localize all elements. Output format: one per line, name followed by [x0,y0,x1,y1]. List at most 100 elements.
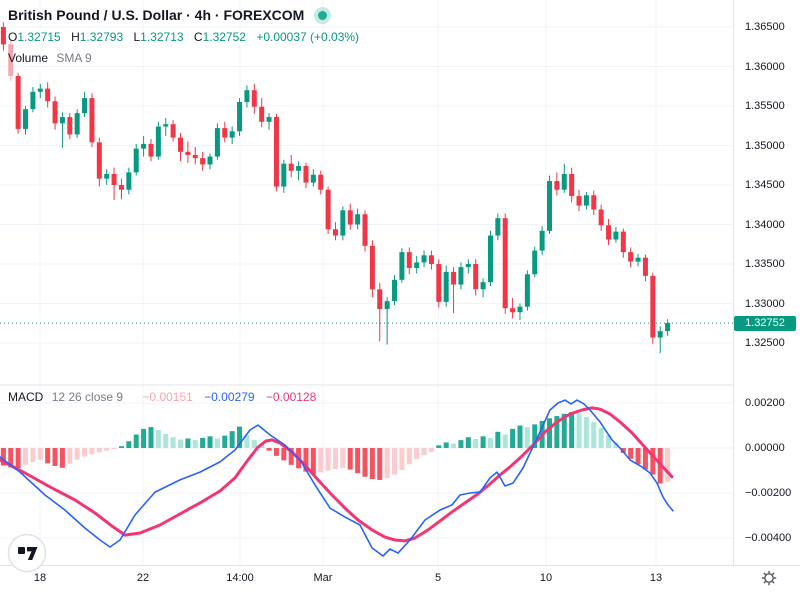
macd-hist-bar [480,436,486,448]
candle-body [266,117,272,122]
tradingview-logo[interactable] [7,533,47,573]
macd-hist-bar [237,426,243,448]
macd-hist-bar [465,437,471,448]
macd-hist-bar [67,448,73,464]
macd-hist-bar [591,422,597,448]
macd-hist-bar [561,413,567,448]
candle-body [133,148,139,173]
macd-hist-bar [133,434,139,448]
time-tick-label: Mar [313,572,333,584]
macd-hist-bar [406,448,412,465]
macd-hist-bar [458,440,464,448]
candle-body [561,173,567,190]
macd-hist-bar [288,448,294,465]
macd-hist-bar [576,413,582,448]
candle-body [443,271,449,302]
candle-body [310,174,316,183]
candle-body [273,117,279,187]
macd-hist-bar [473,439,479,448]
candle-body [259,106,265,122]
candle-body [642,257,648,276]
price-tick-label: 1.36500 [745,21,785,33]
candle-body [104,173,110,179]
macd-hist-bar [606,434,612,448]
macd-hist-bar [347,448,353,470]
macd-hist-bar [524,427,530,448]
candle-body [229,131,235,138]
candle-body [377,289,383,310]
macd-hist-bar [355,448,361,474]
macd-hist-bar [281,448,287,461]
candle-body [458,267,464,285]
candle-body [480,282,486,290]
macd-main-line [0,399,674,557]
price-tick-label: 1.33500 [745,258,785,270]
candle-body [532,250,538,275]
macd-hist-bar [96,448,102,453]
price-tick-label: 1.34000 [745,218,785,231]
macd-hist-bar [613,442,619,448]
macd-hist-bar [443,442,449,448]
candle-body [222,128,228,138]
time-tick-label: 22 [136,572,150,584]
candle-body [0,27,6,45]
macd-hist-bar [598,427,604,448]
candle-body [451,271,457,285]
macd-hist-bar [362,448,368,477]
macd-hist-bar [517,425,523,448]
macd-signal-line [0,406,674,543]
candle-body [473,264,479,290]
macd-hist-bar [310,448,316,475]
candle-body [163,124,169,127]
candle-body [554,181,560,190]
price-tick-label: 1.35000 [745,139,785,152]
candle-body [628,252,634,262]
candle-body [37,88,43,92]
macd-hist-bar [207,436,213,448]
candlestick-series [0,22,671,354]
candle-body [369,245,375,290]
time-axis[interactable]: 18 22 14:00 Mar 5 10 13 [0,565,800,600]
macd-tick-label: −0.00200 [745,487,792,499]
macd-hist-bar [532,424,538,448]
macd-hist-bar [229,431,235,448]
macd-hist-bar [82,448,88,457]
price-axis[interactable]: 1.36500 1.36000 1.35500 1.35000 1.34500 1.340… [733,0,800,565]
macd-hist-bar [650,448,656,475]
macd-hist-bar [200,437,206,448]
settings-gear-icon[interactable] [757,567,781,589]
candle-body [355,214,361,225]
macd-hist-bar [510,428,516,448]
candle-body [251,90,257,107]
macd-tick-label: 0.00000 [745,442,785,454]
macd-hist-bar [148,427,154,448]
macd-hist-bar [170,437,176,448]
candle-body [192,154,198,159]
candle-body [118,185,124,190]
candle-body [406,252,412,268]
candle-body [657,331,663,338]
candle-body [23,109,29,129]
candle-body [15,75,21,129]
candle-body [8,44,14,76]
candle-body [148,143,154,157]
candle-body [598,209,604,226]
macd-hist-bar [502,434,508,448]
candle-body [428,255,434,264]
macd-hist-bar [244,434,250,448]
macd-hist-bar [325,448,331,471]
candle-body [362,214,368,246]
candle-body [325,189,331,230]
macd-hist-bar [421,448,427,456]
macd-hist-bar [303,448,309,472]
macd-hist-bar [428,448,434,453]
logo-slash [27,547,38,560]
macd-hist-bar [222,435,228,448]
candle-body [347,210,353,225]
macd-hist-bar [628,448,634,459]
candle-body [52,101,58,124]
candle-body [89,98,95,143]
macd-hist-bar [141,428,147,448]
